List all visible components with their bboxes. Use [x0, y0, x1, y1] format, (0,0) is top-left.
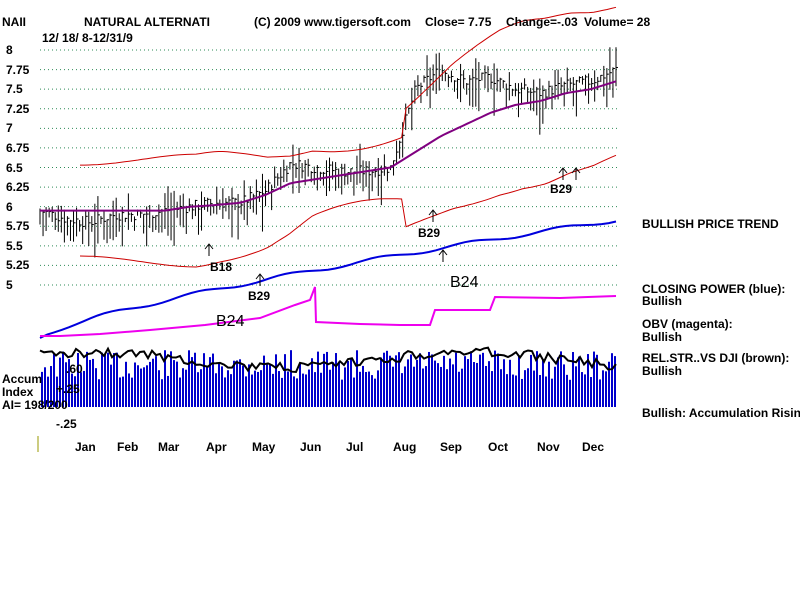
- closing-power-status: Bullish: [642, 294, 683, 308]
- signal-b18: B18: [210, 260, 233, 274]
- x-tick-label: Nov: [537, 440, 560, 454]
- copyright-label: (C) 2009 www.tigersoft.com: [254, 15, 411, 29]
- price-trend-label: BULLISH PRICE TREND: [642, 217, 779, 231]
- arrow-head: [204, 243, 214, 250]
- company-name: NATURAL ALTERNATI: [84, 15, 210, 29]
- arrow-head: [558, 167, 568, 174]
- arrow-head: [571, 167, 581, 174]
- volume-value: Volume= 28: [584, 15, 651, 29]
- y-tick-label: 6.5: [6, 160, 23, 175]
- y-tick-label: 5.25: [6, 258, 30, 273]
- y-tick-label: 6: [6, 199, 13, 214]
- y-tick-label: 5: [6, 278, 13, 292]
- ma-line: [40, 80, 617, 212]
- obv: [40, 286, 617, 337]
- y-tick-label: 7: [6, 121, 13, 136]
- signal-b29-nov: B29: [550, 182, 573, 196]
- signal-b24-cp: B24: [450, 274, 479, 291]
- y-tick-label: 7.75: [6, 62, 30, 77]
- closing-power-title: CLOSING POWER (blue):: [642, 282, 786, 296]
- x-tick-label: Jun: [300, 440, 322, 454]
- relstr-line: [39, 346, 617, 374]
- signal-b29-sep: B29: [418, 226, 441, 240]
- y-tick-label: 8: [6, 43, 13, 57]
- x-tick-label: Oct: [488, 440, 509, 454]
- y-tick-label: 5.75: [6, 219, 30, 234]
- date-range: 12/ 18/ 8-12/31/9: [42, 31, 133, 45]
- accum-plus25: +.25: [56, 382, 80, 396]
- accum-status: Bullish: Accumulation Rising: [642, 406, 800, 420]
- relstr-status: Bullish: [642, 364, 683, 378]
- index-label: Index: [2, 385, 34, 399]
- change-value: Change=-.03: [506, 15, 578, 29]
- y-tick-label: 7.25: [6, 101, 30, 116]
- x-tick-label: Aug: [393, 440, 417, 454]
- y-tick-label: 6.75: [6, 140, 30, 155]
- arrow-head: [255, 273, 265, 280]
- x-tick-label: Mar: [158, 440, 180, 454]
- accum-minus25: -.25: [56, 417, 77, 431]
- obv-line: [40, 286, 617, 337]
- bollinger-bands: [79, 6, 617, 268]
- signal-b24-obv: B24: [216, 313, 245, 330]
- obv-title: OBV (magenta):: [642, 317, 733, 331]
- accumulation-panel: [39, 346, 617, 407]
- x-tick-label: Apr: [206, 440, 227, 454]
- arrow-head: [438, 249, 448, 256]
- y-tick-label: 7.5: [6, 82, 23, 97]
- moving-average: [40, 80, 617, 212]
- x-tick-label: Sep: [440, 440, 463, 454]
- closing-power-line: [39, 220, 617, 339]
- x-tick-label: Dec: [582, 440, 605, 454]
- accum-plus60: .60: [66, 362, 83, 376]
- close-value: Close= 7.75: [425, 15, 492, 29]
- arrow-head: [428, 209, 438, 216]
- price-bars: [39, 47, 618, 258]
- ticker-label: NAII: [2, 15, 26, 29]
- price-grid: [40, 49, 620, 286]
- y-tick-label: 5.5: [6, 238, 23, 253]
- x-tick-label: Feb: [117, 440, 139, 454]
- x-tick-label: Jul: [346, 440, 364, 454]
- ai-label: AI= 198/200: [2, 398, 68, 412]
- relstr-title: REL.STR..VS DJI (brown):: [642, 351, 790, 365]
- accum-label: Accum: [2, 372, 43, 386]
- closing-power: [39, 220, 617, 339]
- y-tick-label: 6.25: [6, 180, 30, 195]
- x-tick-label: May: [252, 440, 276, 454]
- signal-arrows: [204, 167, 581, 286]
- upper-band: [80, 6, 617, 166]
- obv-status: Bullish: [642, 330, 683, 344]
- lower-band: [79, 154, 617, 268]
- x-tick-label: Jan: [75, 440, 96, 454]
- signal-b29-may: B29: [248, 289, 271, 303]
